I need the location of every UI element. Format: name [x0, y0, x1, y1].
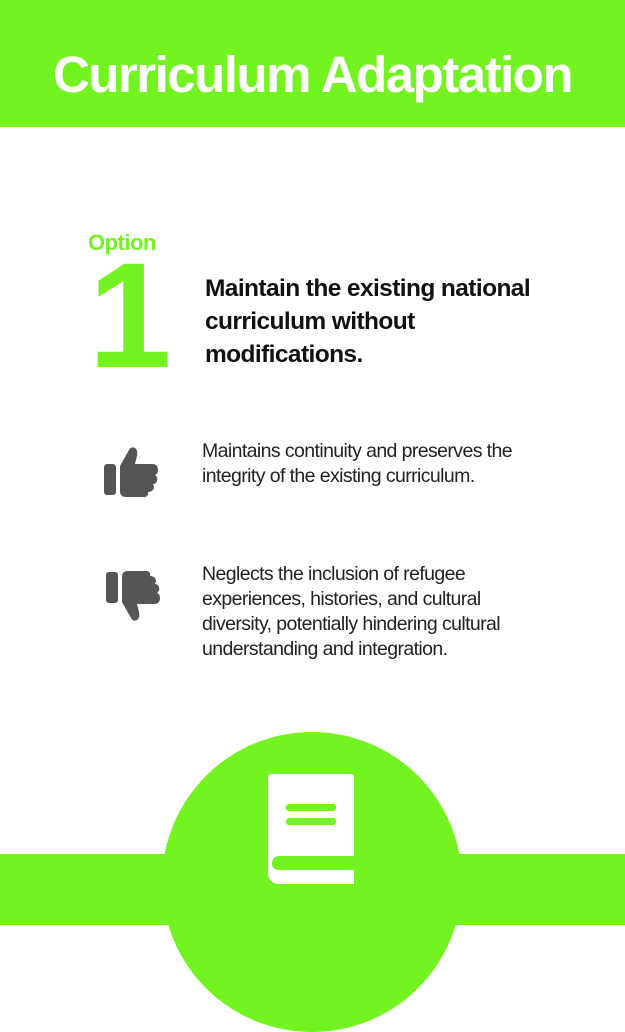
- page-title: Curriculum Adaptation: [52, 46, 574, 103]
- book-icon: [268, 774, 354, 884]
- footer-bar: [0, 854, 625, 925]
- header-banner: [0, 0, 625, 127]
- thumbs-up-icon: [104, 447, 158, 497]
- pro-text: Maintains continuity and preserves the i…: [202, 440, 513, 487]
- option-label: Option: [88, 230, 156, 255]
- option-number: 1: [88, 231, 171, 399]
- option-description: Maintain the existing national curriculu…: [205, 275, 531, 368]
- con-text: Neglects the inclusion of refugee experi…: [202, 563, 501, 660]
- thumbs-down-icon: [106, 571, 160, 621]
